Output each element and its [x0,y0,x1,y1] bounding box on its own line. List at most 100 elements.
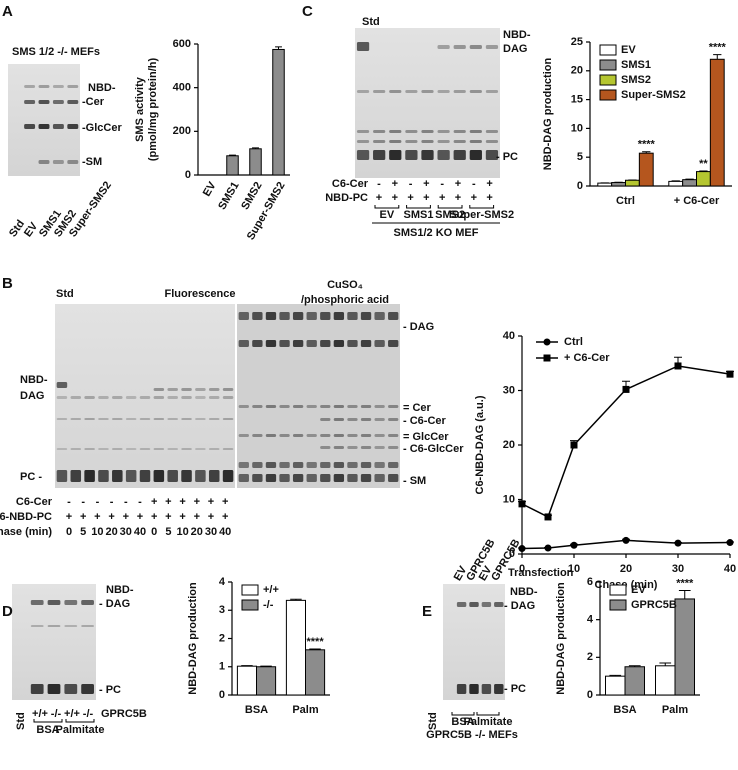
row-cell: + [66,511,72,523]
row-cell: + [423,178,429,190]
legend-swatch [609,599,627,611]
band-label: -Cer [82,96,105,108]
gel-band [38,100,50,104]
panel-letter: B [2,275,13,292]
gel [8,64,80,176]
gel-band [469,684,479,694]
row-cell: - [440,178,444,190]
row-cell: + [392,192,398,204]
gel-band [388,405,399,408]
gel-band [252,340,263,347]
gel-band [181,396,192,399]
gel-band [84,418,95,420]
band-label: NBD- [503,29,531,41]
gel-band [374,434,385,437]
significance: **** [709,42,727,54]
panel-letter: A [2,3,13,20]
gel-band [374,462,385,468]
x-tick-label: 20 [620,563,632,575]
legend-swatch [241,584,259,596]
y-tick-label: 15 [571,94,583,106]
gel-band [374,474,385,482]
gel-band [485,140,499,143]
x-tick-label: EV [201,179,219,198]
group-bracket [406,205,431,209]
significance: ** [699,158,708,170]
row-cell: 5 [165,526,171,538]
gel-band [360,462,372,468]
gel-band [388,340,399,347]
gel-band [469,150,482,160]
band-label: NBD- [106,584,134,596]
bar [682,179,698,187]
row-cell: + [165,511,171,523]
row-cell: 10 [176,526,188,538]
gel-band [181,448,192,450]
error-bar [229,154,236,156]
gel-band [320,340,331,347]
bar [249,148,262,176]
y-tick-label: 1 [219,661,225,673]
band-label: DAG [503,43,527,55]
gel-band [30,600,44,605]
row-cell: - [96,496,100,508]
band-label: - DAG [403,321,434,333]
gel-band [333,434,345,437]
legend-swatch [599,59,617,71]
gel-band [373,90,386,93]
gel-band [306,474,317,482]
gel-band [374,405,385,408]
gel-band [56,382,68,388]
gel-band [52,85,64,88]
group-bracket [451,712,475,716]
marker [726,370,734,378]
gel-band [374,340,385,347]
significance: **** [306,636,324,648]
lane-label: +/+ [64,708,80,720]
gel-band [167,418,178,420]
x-tick-label: 40 [724,563,736,575]
gel-band [333,405,345,408]
gel-band [292,462,304,468]
gel-band [208,470,220,482]
error-bar [699,170,708,172]
gel-band [405,130,418,133]
gel-band [181,470,192,482]
y-tick-label: 20 [571,65,583,77]
y-tick-label: 6 [587,576,593,588]
error-bar [241,665,253,667]
legend-swatch [599,74,617,86]
gel-band [481,684,492,694]
group-label: Super-SMS2 [449,209,514,221]
gel-band [30,684,44,694]
bar [668,180,684,187]
row-cell: + [151,496,157,508]
band-label: - DAG [504,600,535,612]
gel-band [469,130,482,133]
marker [726,539,734,547]
gel-band [238,405,249,408]
row-cell: + [194,511,200,523]
gel-band [437,130,450,133]
band-label: - PC [504,683,526,695]
band-label: NBD- [88,82,116,94]
gel-band [333,474,345,482]
gel-band [98,448,109,450]
gel-band [181,418,192,420]
x-tick-label: 0 [519,563,525,575]
row-cell: + [222,496,228,508]
gel-band [56,396,68,399]
row-cell: + [208,496,214,508]
gel-band [320,462,331,468]
x-tick-label: Palm [292,704,319,716]
gel-band [195,396,206,399]
row-cell: + [179,496,185,508]
row-cell: + [194,496,200,508]
gel [55,304,235,488]
gel-band [279,474,290,482]
gel-band [453,130,466,133]
gel-footer: SMS1/2 KO MEF [394,227,479,239]
gel-band [347,312,358,320]
gel-band [320,474,331,482]
gel-band [181,388,192,391]
